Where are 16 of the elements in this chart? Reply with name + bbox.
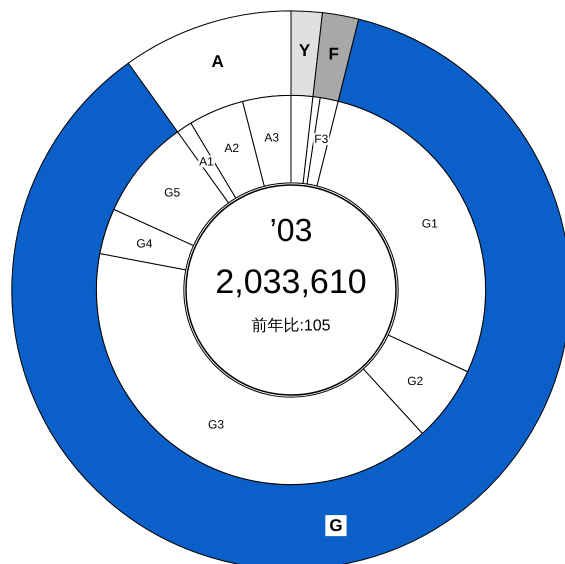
text: ’03 [270,212,312,248]
slice-label: A2 [224,141,240,156]
slice-label: Y [298,41,311,60]
slice-label: A1 [199,154,214,168]
slice-label: F [328,44,339,64]
slice-label: G4 [136,236,153,250]
text: 2,033,610 [215,263,367,301]
slice-label: G [329,516,343,536]
slice-label: G3 [208,417,224,432]
slice-label: A [211,52,224,72]
slice-label: G5 [164,185,180,200]
text: 前年比:105 [251,316,331,334]
slice-label: F3 [314,132,329,146]
slice-label: G2 [407,374,424,388]
slice-label: A3 [264,130,280,144]
slice-label: G1 [422,216,438,231]
